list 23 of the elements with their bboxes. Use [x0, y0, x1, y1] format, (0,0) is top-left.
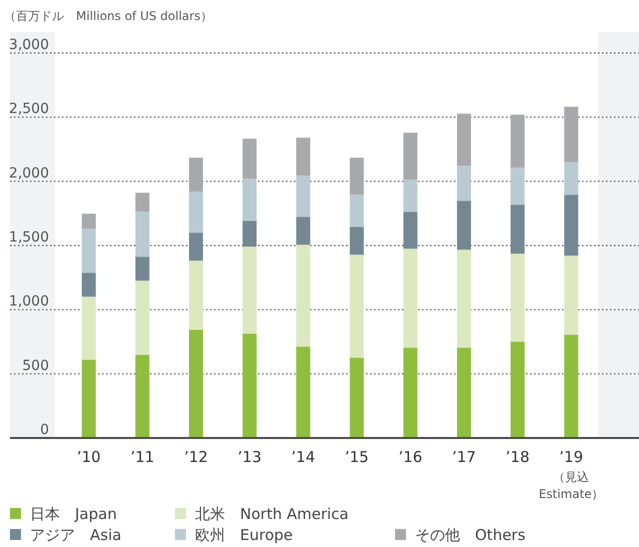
x-tick-label: ’12 — [184, 448, 208, 466]
y-tick-label: 500 — [22, 358, 49, 374]
x-tick-label: ’14 — [291, 448, 316, 466]
x-tick-label: ’16 — [398, 448, 422, 466]
x-tick-label: ’18 — [506, 448, 530, 466]
legend-label: 日本 Japan — [30, 505, 117, 523]
y-axis-title: （百万ドル Millions of US dollars） — [4, 9, 212, 23]
y-tick-label: 2,000 — [8, 165, 49, 182]
x-tick-label: ’13 — [238, 448, 262, 466]
x-tick-label: ’15 — [344, 448, 369, 466]
y-tick-label: 1,500 — [8, 230, 49, 246]
y-tick-label: 0 — [40, 422, 49, 438]
y-tick-label: 3,000 — [8, 37, 49, 53]
x-tick-label: ’17 — [452, 448, 476, 466]
x-tick-label: ’11 — [130, 448, 154, 466]
legend-label: 欧州 Europe — [195, 526, 293, 544]
x-tick-label: ’10 — [76, 448, 101, 466]
legend-label: 北米 North America — [195, 505, 349, 523]
x-tick-label: ’19 （見込 Estimate） — [538, 448, 604, 501]
legend-label: その他 Others — [415, 526, 526, 544]
y-tick-label: 1,000 — [8, 294, 49, 310]
legend-label: アジア Asia — [30, 526, 122, 544]
y-tick-label: 2,500 — [8, 101, 49, 118]
